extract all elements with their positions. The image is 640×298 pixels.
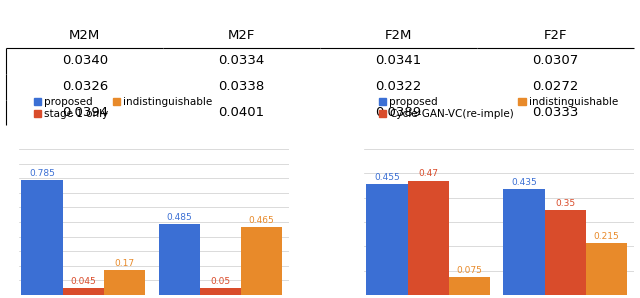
Text: 0.47: 0.47 bbox=[418, 170, 438, 179]
Bar bbox=[586, 243, 627, 295]
Legend: proposed, Cycle-GAN-VC(re-imple), indistinguishable: proposed, Cycle-GAN-VC(re-imple), indist… bbox=[375, 93, 622, 123]
Bar bbox=[241, 227, 282, 295]
Bar bbox=[504, 189, 545, 295]
Text: 0.785: 0.785 bbox=[29, 169, 55, 178]
Text: 0.35: 0.35 bbox=[555, 199, 575, 208]
Bar bbox=[104, 270, 145, 295]
Text: 0.215: 0.215 bbox=[593, 232, 619, 240]
Text: 0.045: 0.045 bbox=[70, 277, 96, 286]
Text: 0.485: 0.485 bbox=[166, 213, 192, 222]
Bar bbox=[545, 210, 586, 295]
Text: 0.435: 0.435 bbox=[511, 178, 537, 187]
Bar bbox=[63, 288, 104, 295]
Bar bbox=[200, 288, 241, 295]
Bar bbox=[367, 184, 408, 295]
Text: 0.455: 0.455 bbox=[374, 173, 400, 182]
Bar bbox=[408, 181, 449, 295]
Bar bbox=[159, 224, 200, 295]
Bar bbox=[449, 277, 490, 295]
Bar bbox=[22, 180, 63, 295]
Text: 0.075: 0.075 bbox=[456, 266, 482, 274]
Text: 0.17: 0.17 bbox=[114, 259, 134, 268]
Text: 0.465: 0.465 bbox=[248, 216, 274, 225]
Text: 0.05: 0.05 bbox=[210, 277, 230, 285]
Legend: proposed, stage 1 only, indistinguishable: proposed, stage 1 only, indistinguishabl… bbox=[30, 93, 216, 123]
